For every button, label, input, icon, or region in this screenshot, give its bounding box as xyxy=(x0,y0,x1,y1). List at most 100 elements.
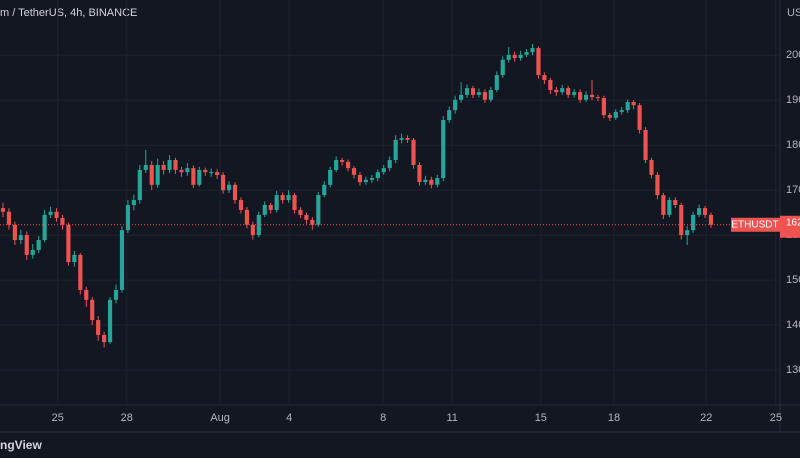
candle-body xyxy=(238,200,244,210)
price-tag-label: 1623 xyxy=(786,217,800,228)
candle-body xyxy=(125,204,130,231)
candle-body xyxy=(554,89,559,93)
candle-body xyxy=(524,52,529,55)
candle-body xyxy=(459,94,464,100)
candle-body xyxy=(649,160,654,175)
candle-body xyxy=(411,139,416,165)
x-tick-label: 25 xyxy=(770,412,782,424)
candle-body xyxy=(340,160,345,162)
candle-body xyxy=(357,174,363,183)
candle-body xyxy=(149,164,154,185)
candle-body xyxy=(637,105,642,130)
candle-body xyxy=(203,169,208,173)
brand[interactable]: ngView xyxy=(0,438,42,452)
x-tick-label: 8 xyxy=(380,412,386,424)
y-tick-label: 1800 xyxy=(786,139,800,151)
candle-body xyxy=(90,299,95,321)
candle-body xyxy=(560,88,565,93)
candle-body xyxy=(399,138,404,140)
candle-body xyxy=(613,111,618,118)
candle-body xyxy=(215,172,220,175)
candle-body xyxy=(667,200,672,215)
x-tick-label: 4 xyxy=(286,412,292,424)
candle-body xyxy=(18,235,23,241)
x-tick-label: 15 xyxy=(535,412,547,424)
candle-body xyxy=(102,334,107,343)
candle-body xyxy=(137,169,142,201)
candle-body xyxy=(345,161,351,169)
candle-body xyxy=(185,168,190,173)
candle-body xyxy=(244,209,249,225)
candle-body xyxy=(572,92,577,95)
candle-body xyxy=(48,211,53,215)
x-tick-label: Aug xyxy=(210,412,230,424)
candle-body xyxy=(155,164,160,185)
symbol-tag xyxy=(731,217,780,232)
candle-body xyxy=(488,89,493,100)
candle-body xyxy=(518,54,523,58)
candle-body xyxy=(423,179,428,183)
candle-body xyxy=(280,195,285,201)
y-tick-label: 1900 xyxy=(786,94,800,106)
candle-body xyxy=(84,289,89,300)
candle-body xyxy=(536,48,541,76)
candle-body xyxy=(232,184,238,201)
candle-body xyxy=(173,160,178,170)
candle-body xyxy=(0,208,6,212)
candle-body xyxy=(179,169,184,173)
candle-body xyxy=(530,48,535,53)
candle-body xyxy=(548,80,553,90)
candle-body xyxy=(298,209,303,215)
candle-body xyxy=(482,92,487,100)
candle-body xyxy=(679,204,684,236)
candle-body xyxy=(36,240,41,250)
candle-body xyxy=(702,208,708,215)
candle-body xyxy=(250,224,255,236)
candle-body xyxy=(221,174,226,191)
candle-body xyxy=(393,139,398,161)
candle-body xyxy=(625,102,630,111)
candle-body xyxy=(607,115,612,118)
candle-body xyxy=(310,219,315,225)
candle-body xyxy=(369,178,374,180)
candle-body xyxy=(405,138,410,140)
candle-body xyxy=(708,214,714,225)
y-tick-label: 1300 xyxy=(786,364,800,376)
candle-body xyxy=(435,178,440,185)
candle-body xyxy=(78,254,83,290)
candle-body xyxy=(262,204,267,215)
candle-body xyxy=(292,195,297,210)
candle-body xyxy=(417,164,422,183)
candle-body xyxy=(542,75,547,81)
candle-body xyxy=(328,169,333,185)
candle-body xyxy=(113,289,119,300)
candle-body xyxy=(119,230,125,290)
candle-body xyxy=(107,299,113,343)
candle-body xyxy=(304,214,309,220)
price-tag xyxy=(780,215,800,238)
candle-body xyxy=(54,211,59,219)
y-tick-label: 1700 xyxy=(786,184,800,196)
y-tick-label: 2000 xyxy=(786,49,800,61)
candle-body xyxy=(351,168,357,175)
candle-body xyxy=(96,320,101,335)
candle-body xyxy=(583,94,589,100)
candle-body xyxy=(191,168,196,185)
candle-body xyxy=(6,211,12,225)
candle-body xyxy=(619,110,624,112)
candle-body xyxy=(72,254,77,263)
candle-body xyxy=(375,172,380,179)
x-tick-label: 18 xyxy=(608,412,620,424)
candle-body xyxy=(601,98,606,116)
candle-body xyxy=(286,195,291,201)
currency-label: US xyxy=(787,7,800,19)
x-tick-label: 22 xyxy=(700,412,712,424)
chart-title: m / TetherUS, 4h, BINANCE xyxy=(0,7,137,19)
candle-body xyxy=(12,224,17,241)
candle-body xyxy=(24,235,29,255)
y-tick-label: 1400 xyxy=(786,319,800,331)
y-tick-label: 1500 xyxy=(786,274,800,286)
candle-body xyxy=(441,120,446,179)
